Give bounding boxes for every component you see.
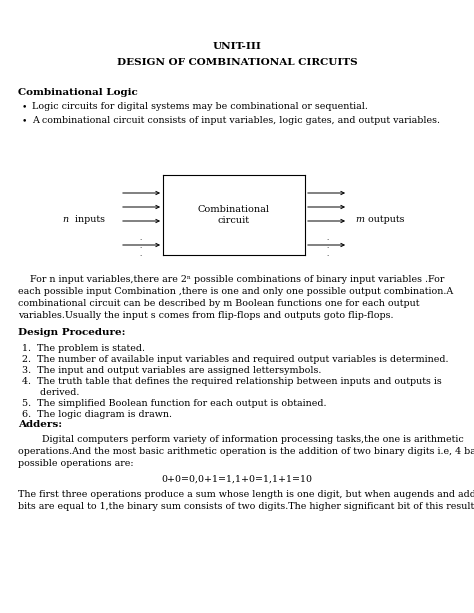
Text: n: n	[62, 215, 68, 224]
Text: Adders:: Adders:	[18, 420, 62, 429]
Text: variables.Usually the input s comes from flip-flops and outputs goto flip-flops.: variables.Usually the input s comes from…	[18, 311, 393, 320]
Text: 6.  The logic diagram is drawn.: 6. The logic diagram is drawn.	[22, 410, 172, 419]
Text: Combinational
circuit: Combinational circuit	[198, 205, 270, 225]
Text: .
.
.: . . .	[326, 234, 328, 258]
Text: derived.: derived.	[22, 388, 79, 397]
Text: 4.  The truth table that defines the required relationship between inputs and ou: 4. The truth table that defines the requ…	[22, 377, 442, 386]
Text: Design Procedure:: Design Procedure:	[18, 328, 126, 337]
Text: possible operations are:: possible operations are:	[18, 459, 134, 468]
Text: 5.  The simplified Boolean function for each output is obtained.: 5. The simplified Boolean function for e…	[22, 399, 327, 408]
Text: inputs: inputs	[72, 215, 105, 224]
Text: DESIGN OF COMBINATIONAL CIRCUITS: DESIGN OF COMBINATIONAL CIRCUITS	[117, 58, 357, 67]
Text: For n input variables,there are 2ⁿ possible combinations of binary input variabl: For n input variables,there are 2ⁿ possi…	[18, 275, 444, 284]
Text: combinational circuit can be described by m Boolean functions one for each outpu: combinational circuit can be described b…	[18, 299, 419, 308]
Text: each possible input Combination ,there is one and only one possible output combi: each possible input Combination ,there i…	[18, 287, 453, 296]
Text: bits are equal to 1,the binary sum consists of two digits.The higher significant: bits are equal to 1,the binary sum consi…	[18, 502, 474, 511]
Text: 3.  The input and output variables are assigned lettersymbols.: 3. The input and output variables are as…	[22, 366, 321, 375]
Text: 2.  The number of available input variables and required output variables is det: 2. The number of available input variabl…	[22, 355, 448, 364]
Text: Combinational Logic: Combinational Logic	[18, 88, 138, 97]
Text: 0+0=0,0+1=1,1+0=1,1+1=10: 0+0=0,0+1=1,1+0=1,1+1=10	[162, 475, 312, 484]
Text: operations.And the most basic arithmetic operation is the addition of two binary: operations.And the most basic arithmetic…	[18, 447, 474, 456]
Text: .
.
.: . . .	[139, 234, 141, 258]
Text: Logic circuits for digital systems may be combinational or sequential.: Logic circuits for digital systems may b…	[32, 102, 368, 111]
Text: The first three operations produce a sum whose length is one digit, but when aug: The first three operations produce a sum…	[18, 490, 474, 499]
Text: •: •	[22, 116, 27, 125]
Text: 1.  The problem is stated.: 1. The problem is stated.	[22, 344, 145, 353]
Text: •: •	[22, 102, 27, 111]
Text: m: m	[355, 215, 364, 224]
Text: Digital computers perform variety of information processing tasks,the one is ari: Digital computers perform variety of inf…	[18, 435, 464, 444]
Text: UNIT-III: UNIT-III	[212, 42, 262, 51]
Text: A combinational circuit consists of input variables, logic gates, and output var: A combinational circuit consists of inpu…	[32, 116, 440, 125]
Text: outputs: outputs	[365, 215, 404, 224]
